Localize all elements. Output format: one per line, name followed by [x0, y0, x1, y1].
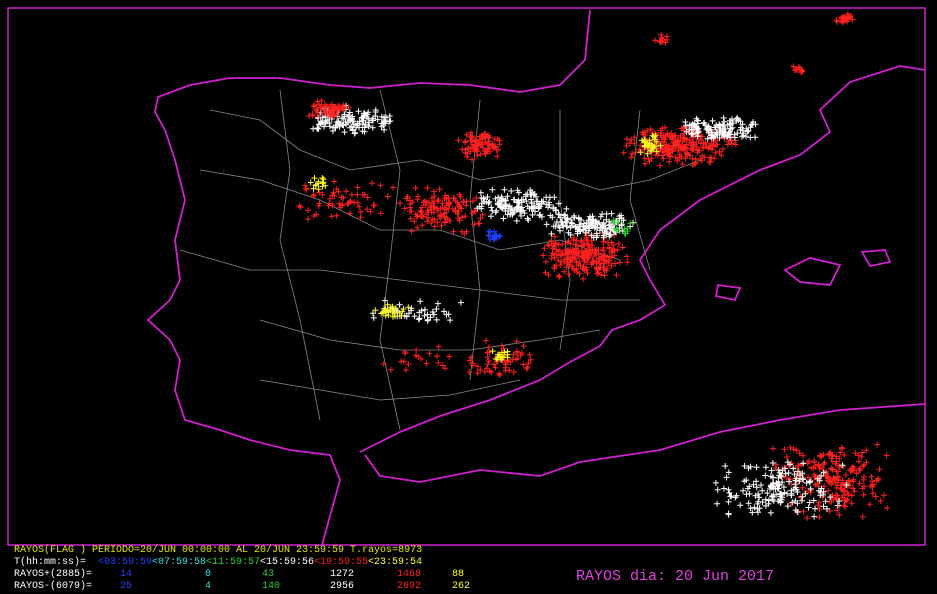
count: 25 — [120, 581, 133, 592]
count: 1272 — [330, 569, 355, 580]
strike-cluster — [620, 122, 739, 169]
count: 0 — [205, 569, 212, 580]
row-label: RAYOS-(6079)= — [14, 581, 93, 592]
strike-cluster — [474, 186, 570, 224]
lightning-strikes — [296, 10, 891, 521]
strike-cluster — [637, 132, 664, 157]
strike-cluster — [306, 97, 352, 120]
count: 262 — [452, 581, 471, 592]
time-bin: <07:59:58 — [152, 557, 207, 568]
strike-cluster — [770, 441, 891, 521]
strike-cluster — [296, 178, 396, 223]
strike-cluster — [682, 114, 759, 142]
count: 1468 — [397, 569, 422, 580]
count: 14 — [120, 569, 133, 580]
time-bin: <19:59:55 — [314, 557, 369, 568]
strike-cluster — [310, 102, 394, 137]
strike-cluster — [485, 228, 503, 243]
count: 140 — [262, 581, 281, 592]
strike-cluster — [652, 31, 670, 46]
time-bin: <03:59:59 — [98, 557, 153, 568]
count: 4 — [205, 581, 212, 592]
count: 2956 — [330, 581, 355, 592]
map-frame — [7, 7, 926, 546]
coastline — [146, 9, 926, 546]
strike-cluster — [307, 175, 329, 193]
time-bin: <23:59:54 — [368, 557, 423, 568]
row-label: RAYOS+(2885)= — [14, 569, 93, 580]
time-bin: <11:59:57 — [206, 557, 261, 568]
caption: RAYOS dia: 20 Jun 2017 — [576, 568, 775, 585]
strike-cluster — [380, 343, 453, 373]
count: 43 — [262, 569, 275, 580]
time-bin: <15:59:56 — [260, 557, 315, 568]
time-label: T(hh:mm:ss)= — [14, 557, 87, 568]
strike-cluster — [712, 459, 850, 520]
strike-cluster — [540, 228, 631, 282]
strike-cluster — [397, 184, 486, 237]
strike-cluster — [489, 348, 511, 363]
legend-header: RAYOS(FLAG ) PERIODO=20/JUN 00:00:00 AL … — [14, 545, 423, 556]
strike-cluster — [610, 217, 634, 237]
strike-cluster — [790, 63, 806, 76]
strike-cluster — [833, 10, 856, 26]
count: 2692 — [397, 581, 422, 592]
strike-cluster — [372, 301, 412, 320]
strike-cluster — [455, 129, 503, 163]
province-borders — [179, 89, 701, 431]
count: 88 — [452, 569, 465, 580]
